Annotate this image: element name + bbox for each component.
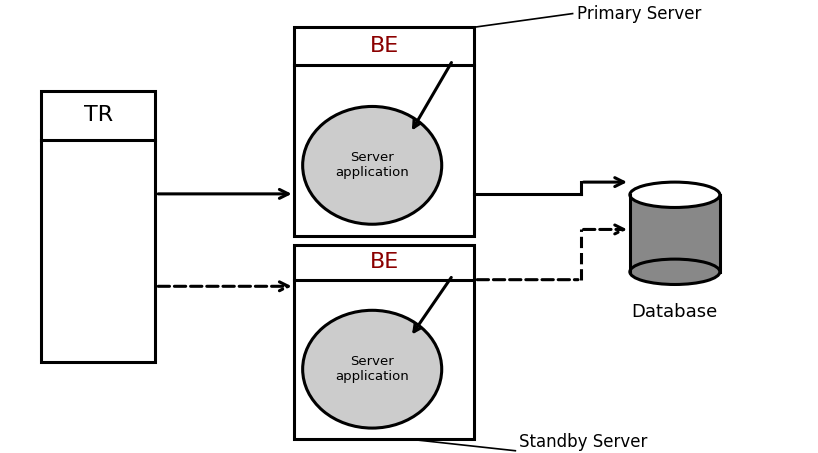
Text: Primary Server: Primary Server	[577, 5, 701, 23]
Ellipse shape	[630, 182, 720, 207]
Ellipse shape	[303, 310, 442, 428]
Bar	[630, 195, 720, 272]
Text: Server
application: Server application	[335, 355, 409, 383]
Text: Server
application: Server application	[335, 151, 409, 179]
Text: BE: BE	[370, 36, 399, 56]
Bar	[41, 91, 155, 362]
Bar	[294, 27, 474, 236]
Text: TR: TR	[83, 105, 113, 125]
Bar	[294, 245, 474, 439]
Ellipse shape	[630, 259, 720, 284]
Text: Standby Server: Standby Server	[519, 433, 648, 451]
Text: BE: BE	[370, 252, 399, 272]
Text: Database: Database	[631, 303, 718, 321]
Ellipse shape	[303, 106, 442, 224]
